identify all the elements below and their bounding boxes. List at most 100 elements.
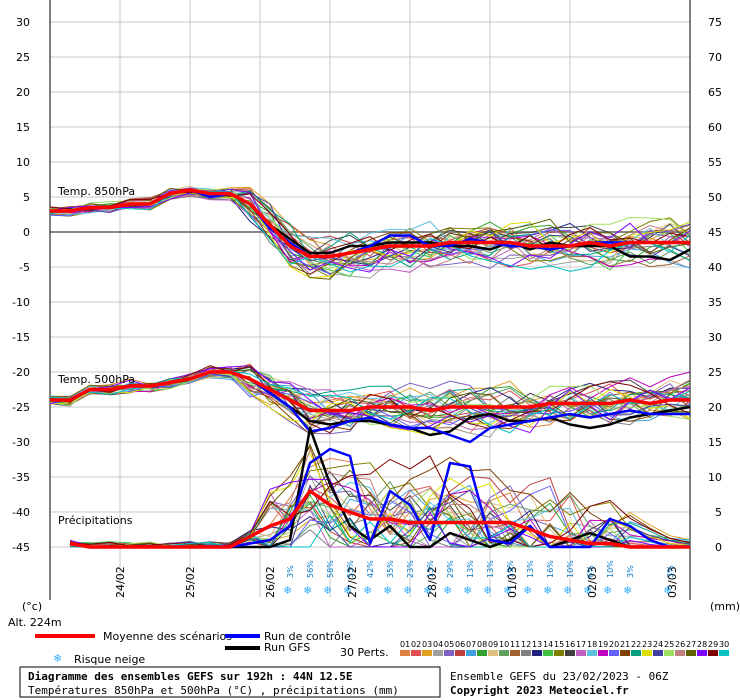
date-label: 26/02 [264,566,277,598]
pert-swatch [653,650,663,656]
pert-number: 21 [620,640,630,649]
pert-swatch [642,650,652,656]
date-label: 03/03 [666,566,679,598]
snowflake-icon: ❄ [444,583,451,597]
pert-number: 05 [444,640,454,649]
pert-swatch [587,650,597,656]
footer-subtitle: Températures 850hPa et 500hPa (°C) , pré… [28,684,399,697]
right-tick-label: 60 [708,121,722,134]
pert-number: 26 [675,640,685,649]
right-tick-label: 70 [708,51,722,64]
left-tick-label: 15 [16,121,30,134]
legend-snow-label: Risque neige [74,653,145,666]
snowflake-icon: ❄ [524,583,531,597]
date-label: 02/03 [586,566,599,598]
pert-number: 22 [631,640,641,649]
pert-number: 11 [510,640,520,649]
pert-number: 24 [653,640,663,649]
date-label: 01/03 [506,566,519,598]
date-labels: 24/02 25/02 26/02 27/02 28/02 01/03 02/03 03/03 [114,566,679,598]
snowflake-icon: ❄ [284,583,291,597]
snowflake-icon: ❄ [664,583,671,597]
right-tick-label: 10 [708,471,722,484]
footer-copyright: Copyright 2023 Meteociel.fr [450,684,629,697]
pert-number: 04 [433,640,443,649]
pert-number: 13 [532,640,542,649]
left-tick-label: 20 [16,86,30,99]
pert-number: 06 [455,640,465,649]
pert-number: 08 [477,640,487,649]
pert-number: 16 [565,640,575,649]
legend-control-label: Run de contrôle [264,630,351,643]
left-tick-label: -30 [12,436,30,449]
main-series [50,188,691,549]
pert-number: 27 [686,640,696,649]
snowflake-icon: ❄ [424,583,431,597]
pert-swatch [400,650,410,656]
right-tick-label: 25 [708,366,722,379]
snow-risk-pct: 3% [666,565,675,578]
snow-risk-pct: 10% [566,560,575,578]
footer-title: Diagramme des ensembles GEFS sur 192h : … [28,670,353,683]
snow-risk-pct: 58% [326,560,335,578]
snowflake-icon: ❄ [304,583,311,597]
snowflake-icon: ❄ [544,583,551,597]
snow-risk-pct: 42% [366,560,375,578]
footer-run: Ensemble GEFS du 23/02/2023 - 06Z [450,670,669,683]
right-tick-label: 75 [708,16,722,29]
legend-gfs-label: Run GFS [264,641,310,654]
left-tick-label: -25 [12,401,30,414]
pert-number: 29 [708,640,718,649]
snow-risk-row: ❄ 3% ❄ 56% ❄ 58% ❄ 55% ❄ 42% ❄ 35% ❄ 23% ❄ 13% ❄ 29% ❄ 13% ❄… [284,560,675,597]
ensemble-member-line [69,455,691,548]
pert-swatch [609,650,619,656]
pert-number: 07 [466,640,476,649]
snow-risk-pct: 23% [406,560,415,578]
footer-run-box [445,667,735,697]
legend-mean-label: Moyenne des scénarios [103,630,232,643]
left-tick-label: -40 [12,506,30,519]
ensemble-member-line [49,189,691,273]
pert-number: 01 [400,640,410,649]
pert-number: 23 [642,640,652,649]
chart-grid [49,0,691,597]
right-tick-label: 35 [708,296,722,309]
pert-swatch [554,650,564,656]
pert-number: 19 [598,640,608,649]
right-unit-label: (mm) [710,600,740,613]
snowflake-icon: ❄ [54,651,61,665]
right-tick-label: 15 [708,436,722,449]
snow-risk-pct: 16% [546,560,555,578]
left-tick-label: -15 [12,331,30,344]
pert-swatch [422,650,432,656]
right-tick-label: 20 [708,401,722,414]
left-tick-label: 30 [16,16,30,29]
left-unit-label: (°c) [22,600,42,613]
left-tick-label: 25 [16,51,30,64]
pert-color-grid: 01 02 03 04 05 06 07 08 09 10 11 12 13 14 15 16 17 18 19 20… [400,640,729,656]
snow-risk-pct: 29% [446,560,455,578]
snow-risk-pct: 13% [426,560,435,578]
precip-label: Précipitations [58,514,133,527]
right-tick-label: 30 [708,331,722,344]
ensemble-member-line [49,372,691,425]
pert-number: 02 [411,640,421,649]
snowflake-icon: ❄ [344,583,351,597]
snow-risk-pct: 3% [626,565,635,578]
date-label: 24/02 [114,566,127,598]
snowflake-icon: ❄ [604,583,611,597]
pert-swatch [719,650,729,656]
pert-swatch [598,650,608,656]
pert-swatch [631,650,641,656]
snow-risk-pct: 55% [346,560,355,578]
pert-swatch [466,650,476,656]
date-label: 25/02 [184,566,197,598]
ensemble-member-line [49,188,691,270]
snow-risk-pct: 3% [286,565,295,578]
snowflake-icon: ❄ [484,583,491,597]
pert-swatch [532,650,542,656]
left-tick-label: -20 [12,366,30,379]
snowflake-icon: ❄ [324,583,331,597]
